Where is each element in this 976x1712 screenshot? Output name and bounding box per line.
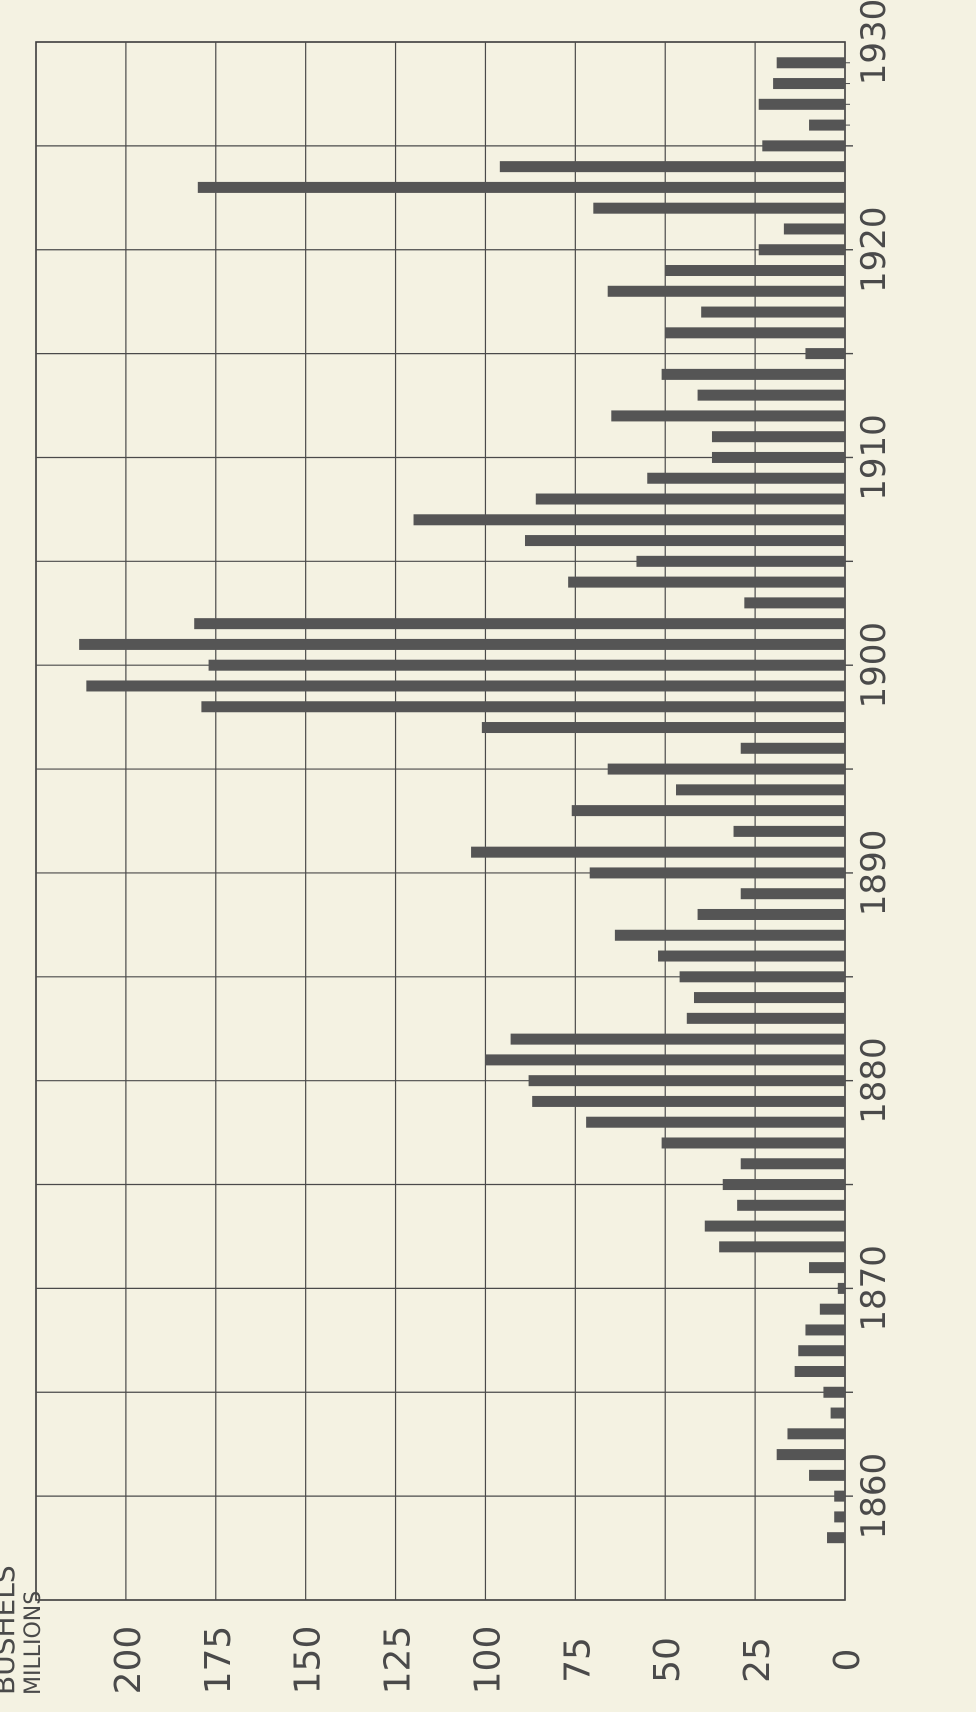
bar (722, 1179, 845, 1191)
year-tick-label: 1870 (854, 1245, 894, 1332)
bar (740, 1158, 845, 1170)
value-tick-label: 125 (378, 1626, 419, 1695)
bar (665, 265, 845, 277)
bar (208, 659, 845, 671)
bar (834, 1511, 845, 1523)
bar (197, 181, 846, 193)
year-tick-label: 1930 (854, 0, 894, 85)
bar (701, 306, 845, 318)
bar (711, 451, 845, 463)
bar (805, 348, 845, 360)
bar (744, 597, 845, 609)
year-tick-label: 1890 (854, 830, 894, 917)
bar (524, 535, 845, 547)
bar (830, 1407, 845, 1419)
bar (773, 78, 845, 90)
value-axis-title: BUSHELS (0, 1565, 21, 1695)
bar (658, 950, 845, 962)
bar (661, 1137, 845, 1149)
bar (471, 846, 845, 858)
bar (809, 119, 845, 131)
bar (704, 1220, 845, 1232)
bar (647, 472, 845, 484)
year-tick-label: 1880 (854, 1037, 894, 1124)
bar (86, 680, 846, 692)
year-tick-label: 1860 (854, 1453, 894, 1540)
axis-titles: BUSHELS MILLIONS (0, 1565, 46, 1695)
bar (733, 825, 845, 837)
bar (586, 1116, 845, 1128)
year-tick-label: 1920 (854, 206, 894, 293)
bar (740, 742, 845, 754)
bar (593, 202, 845, 214)
year-tick-label: 1910 (854, 414, 894, 501)
bar (762, 140, 845, 152)
bar (783, 223, 845, 235)
bar (776, 57, 845, 69)
value-tick-label: 75 (557, 1637, 598, 1683)
value-tick-label: 25 (737, 1637, 778, 1683)
bar (809, 1469, 845, 1481)
bar (697, 908, 845, 920)
bar (79, 638, 845, 650)
bar (636, 555, 845, 567)
value-tick-label: 200 (108, 1626, 149, 1695)
value-tick-label: 150 (288, 1626, 329, 1695)
value-tick-label: 175 (198, 1626, 239, 1695)
bar (805, 1324, 845, 1336)
bar (568, 576, 845, 588)
bar (776, 1449, 845, 1461)
value-tick-label: 100 (467, 1626, 508, 1695)
bar (614, 929, 845, 941)
bar (607, 285, 845, 297)
bar (834, 1490, 845, 1502)
bar (499, 161, 845, 173)
bar (607, 763, 845, 775)
bar (787, 1428, 845, 1440)
bar (413, 514, 845, 526)
bar (740, 888, 845, 900)
bar (532, 1095, 845, 1107)
bar (535, 493, 845, 505)
value-axis-subtitle: MILLIONS (21, 1591, 46, 1695)
bar (697, 389, 845, 401)
bar (611, 410, 845, 422)
year-tick-label: 1900 (854, 622, 894, 709)
bar (758, 98, 845, 110)
bar (528, 1075, 845, 1087)
bar (665, 327, 845, 339)
bar (571, 805, 845, 817)
bar (481, 722, 845, 734)
grid (35, 41, 853, 1601)
value-tick-label: 50 (647, 1637, 688, 1683)
bar (661, 368, 845, 380)
bar (794, 1365, 845, 1377)
bar (827, 1532, 845, 1544)
bar (758, 244, 845, 256)
value-tick-label: 0 (827, 1649, 868, 1672)
bar (737, 1199, 845, 1211)
bar (201, 701, 845, 713)
tick-labels: 0 25 50 75 100 125 150 175 200 1860 1870 1880 1890 19… (108, 0, 894, 1694)
bar (719, 1241, 845, 1253)
bar (711, 431, 845, 443)
bar (485, 1054, 845, 1066)
bar (837, 1282, 845, 1294)
bar (679, 971, 845, 983)
bar (686, 1012, 845, 1024)
bar (676, 784, 845, 796)
bar (823, 1386, 845, 1398)
bar (819, 1303, 845, 1315)
bar (510, 1033, 845, 1045)
bar (589, 867, 845, 879)
bars (79, 57, 846, 1544)
bar (693, 992, 845, 1004)
bar (809, 1262, 845, 1274)
bar (798, 1345, 845, 1357)
bar (194, 618, 845, 630)
